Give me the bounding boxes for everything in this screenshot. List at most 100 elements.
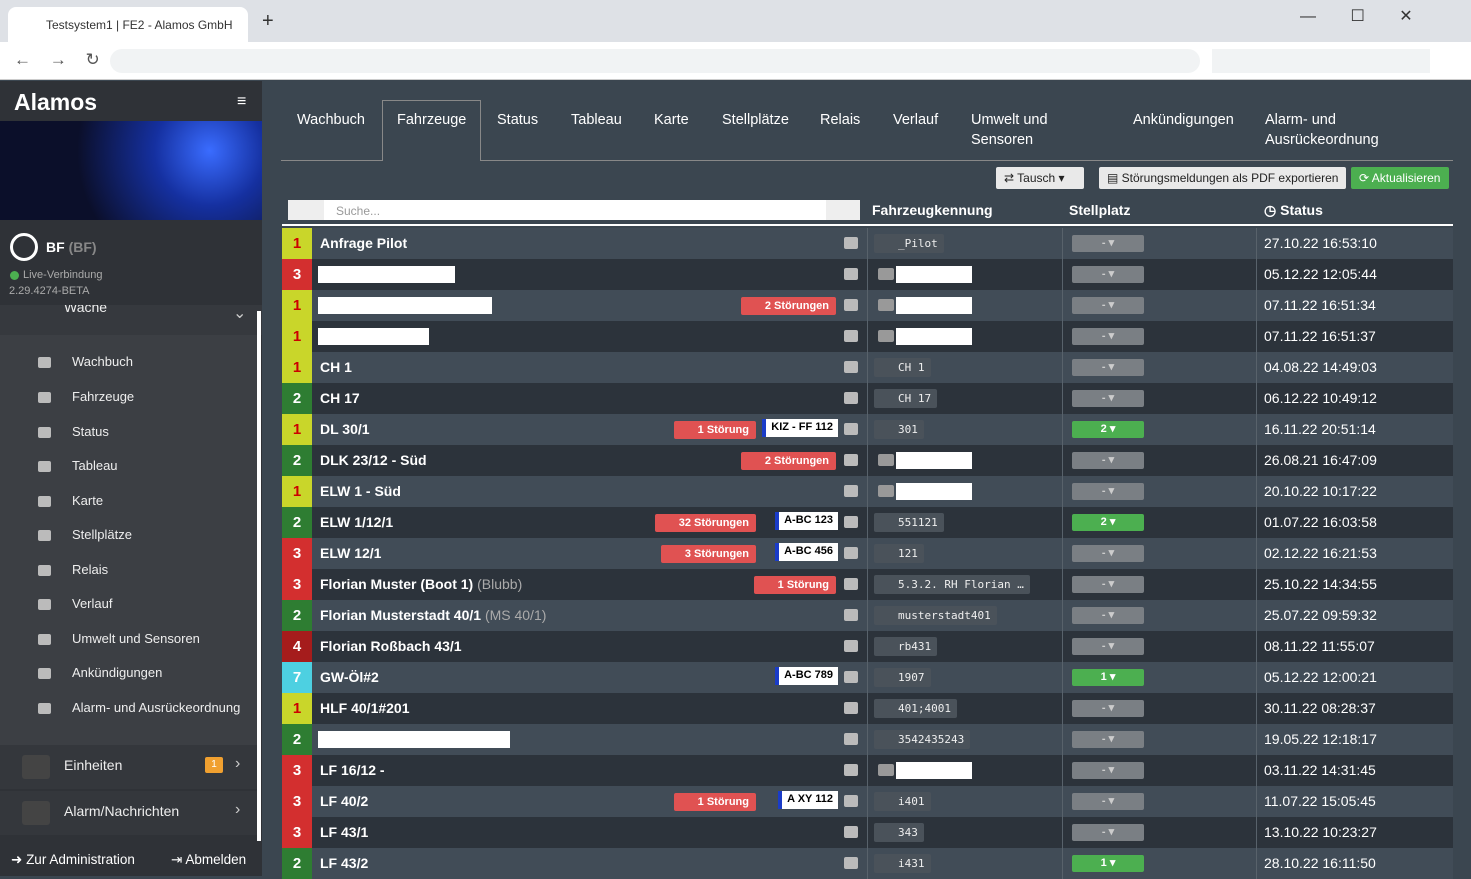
id-icon <box>878 454 894 466</box>
banner <box>0 121 262 220</box>
table-row[interactable]: 4 Florian Roßbach 43/1 rb431 - ▾ 08.11.22 11… <box>282 631 1453 662</box>
nav-buttons[interactable]: ← → ↻ <box>14 50 100 69</box>
status-time: 19.05.22 12:18:17 <box>1264 731 1377 747</box>
tab[interactable]: Alarm- und Ausrückeordnung <box>1265 112 1379 148</box>
nav-item[interactable]: Alarm- und Ausrückeordnung <box>72 700 241 715</box>
table-row[interactable]: 3 LF 40/2 A XY 112 1 Störung i401 - ▾ 11.07.22… <box>282 786 1453 817</box>
table-row[interactable]: 3 Florian Muster (Boot 1) (Blubb) 1 Störun… <box>282 569 1453 600</box>
nav-item[interactable]: Ankündigungen <box>72 665 163 680</box>
spot: 1 <box>1100 671 1107 683</box>
table-row[interactable]: 3 LF 43/1 343 - ▾ 13.10.22 10:23:27 <box>282 817 1453 848</box>
spot-dropdown[interactable]: - ▾ <box>1072 452 1144 469</box>
spot-dropdown[interactable]: - ▾ <box>1072 824 1144 841</box>
url-field[interactable] <box>110 49 1200 73</box>
section-chevron: ⌄ <box>233 305 247 322</box>
spot-dropdown[interactable]: - ▾ <box>1072 266 1144 283</box>
nav-item[interactable]: Fahrzeuge <box>72 389 135 404</box>
admin-link[interactable]: ➜ Zur Administration <box>11 852 135 867</box>
spot: - <box>1101 299 1106 311</box>
tab[interactable]: Tableau <box>571 112 622 128</box>
status-number: 7 <box>282 662 312 693</box>
tab[interactable]: Status <box>497 112 539 128</box>
name-extra: (Blubb) <box>477 576 523 592</box>
spot-dropdown[interactable]: - ▾ <box>1072 700 1144 717</box>
vehicle-name: HLF 40/1#201 <box>320 693 410 724</box>
nav-item[interactable]: Umwelt und Sensoren <box>72 631 200 646</box>
spot-dropdown[interactable]: - ▾ <box>1072 576 1144 593</box>
spot: 2 <box>1100 423 1107 435</box>
tab[interactable]: Karte <box>654 112 689 128</box>
nav-item[interactable]: Stellplätze <box>72 527 132 542</box>
spot-dropdown[interactable]: - ▾ <box>1072 731 1144 748</box>
tab[interactable]: Relais <box>820 112 861 128</box>
table-row[interactable]: 1 DL 30/1 KIZ - FF 112 1 Störung 301 2 ▾ 16.11… <box>282 414 1453 445</box>
table-row[interactable]: 1 HLF 40/1#201 401;4001 - ▾ 30.11.22 08:28:3… <box>282 693 1453 724</box>
export: Störungsmeldungen als PDF exportieren <box>1121 171 1339 185</box>
table-row[interactable]: 1 - ▾ 07.11.22 16:51:37 <box>282 321 1453 352</box>
status-number: 1 <box>282 476 312 507</box>
nav-item[interactable]: Tableau <box>72 458 118 473</box>
nav-item[interactable]: Karte <box>72 493 104 508</box>
spot-dropdown[interactable]: - ▾ <box>1072 328 1144 345</box>
spot-dropdown[interactable]: - ▾ <box>1072 607 1144 624</box>
spot-dropdown[interactable]: 1 ▾ <box>1072 855 1144 872</box>
export-button[interactable]: ▤ Störungsmeldungen als PDF exportieren <box>1099 167 1346 189</box>
table-row[interactable]: 2 3542435243 - ▾ 19.05.22 12:18:17 <box>282 724 1453 755</box>
menu-toggle[interactable]: ≡ <box>237 93 247 110</box>
spot-dropdown[interactable]: 1 ▾ <box>1072 669 1144 686</box>
spot-dropdown[interactable]: - ▾ <box>1072 359 1144 376</box>
table-row[interactable]: 1 CH 1 CH 1 - ▾ 04.08.22 14:49:03 <box>282 352 1453 383</box>
table-row[interactable]: 2 DLK 23/12 - Süd 2 Störungen - ▾ 26.08.21 1… <box>282 445 1453 476</box>
table-row[interactable]: 2 Florian Musterstadt 40/1 (MS 40/1) muste… <box>282 600 1453 631</box>
swap-button[interactable]: ⇄ Tausch ▾ <box>996 167 1084 189</box>
status-number: 2 <box>282 848 312 879</box>
spot-dropdown[interactable]: - ▾ <box>1072 793 1144 810</box>
units-item[interactable]: Einheiten 1 › <box>0 745 257 789</box>
spot-dropdown[interactable]: - ▾ <box>1072 483 1144 500</box>
nav-item[interactable]: Relais <box>72 562 109 577</box>
browser-tab[interactable]: Testsystem1 | FE2 - Alamos GmbH <box>8 7 248 42</box>
spot-dropdown[interactable]: - ▾ <box>1072 297 1144 314</box>
search-clear[interactable] <box>826 200 860 220</box>
spot-dropdown[interactable]: - ▾ <box>1072 390 1144 407</box>
status-number: 3 <box>282 538 312 569</box>
new-tab[interactable]: + <box>262 10 274 32</box>
nav-item[interactable]: Wachbuch <box>72 354 133 369</box>
sep <box>1062 631 1063 662</box>
spot-dropdown[interactable]: - ▾ <box>1072 638 1144 655</box>
sep <box>1062 476 1063 507</box>
table-row[interactable]: 3 LF 16/12 - - ▾ 03.11.22 14:31:45 <box>282 755 1453 786</box>
tab[interactable]: Stellplätze <box>722 112 789 128</box>
section[interactable]: Wache ⌄ <box>0 305 262 335</box>
spot-dropdown[interactable]: - ▾ <box>1072 762 1144 779</box>
tab[interactable]: Verlauf <box>893 112 939 128</box>
tab[interactable]: Wachbuch <box>297 112 365 128</box>
table-row[interactable]: 2 CH 17 CH 17 - ▾ 06.12.22 10:49:12 <box>282 383 1453 414</box>
tab[interactable]: Umwelt und Sensoren <box>971 112 1048 148</box>
table-row[interactable]: 1 2 Störungen - ▾ 07.11.22 16:51:34 <box>282 290 1453 321</box>
search-input[interactable]: Suche... <box>324 200 826 220</box>
tab[interactable]: Fahrzeuge <box>382 100 482 161</box>
refresh-button[interactable]: ⟳ Aktualisieren <box>1351 167 1449 189</box>
units-icon <box>22 755 50 779</box>
table-row[interactable]: 3 ELW 12/1 A-BC 456 3 Störungen 121 - ▾ 02.12.… <box>282 538 1453 569</box>
table-row[interactable]: 1 Anfrage Pilot _Pilot - ▾ 27.10.22 16:53:10 <box>282 228 1453 259</box>
table-row[interactable]: 2 ELW 1/12/1 A-BC 123 32 Störungen 551121 2 ▾… <box>282 507 1453 538</box>
alarm-item[interactable]: Alarm/Nachrichten › <box>0 791 257 835</box>
spot-dropdown[interactable]: 2 ▾ <box>1072 421 1144 438</box>
spot-dropdown[interactable]: 2 ▾ <box>1072 514 1144 531</box>
table-row[interactable]: 2 LF 43/2 i431 1 ▾ 28.10.22 16:11:50 <box>282 848 1453 879</box>
spot-dropdown[interactable]: - ▾ <box>1072 235 1144 252</box>
table-row[interactable]: 1 ELW 1 - Süd - ▾ 20.10.22 10:17:22 <box>282 476 1453 507</box>
table-row[interactable]: 3 - ▾ 05.12.22 12:05:44 <box>282 259 1453 290</box>
table-row[interactable]: 7 GW-Öl#2 A-BC 789 1907 1 ▾ 05.12.22 12:00:21 <box>282 662 1453 693</box>
logout-link[interactable]: ⇥ Abmelden <box>171 852 247 867</box>
tab[interactable]: Ankündigungen <box>1133 112 1234 128</box>
spot-dropdown[interactable]: - ▾ <box>1072 545 1144 562</box>
window-controls[interactable]: — ☐ ✕ <box>1300 8 1413 25</box>
org-short: (BF) <box>68 239 97 255</box>
name: DLK 23/12 - Süd <box>320 452 427 468</box>
nav-icon <box>38 599 51 610</box>
nav-item[interactable]: Verlauf <box>72 596 113 611</box>
nav-item[interactable]: Status <box>72 424 109 439</box>
